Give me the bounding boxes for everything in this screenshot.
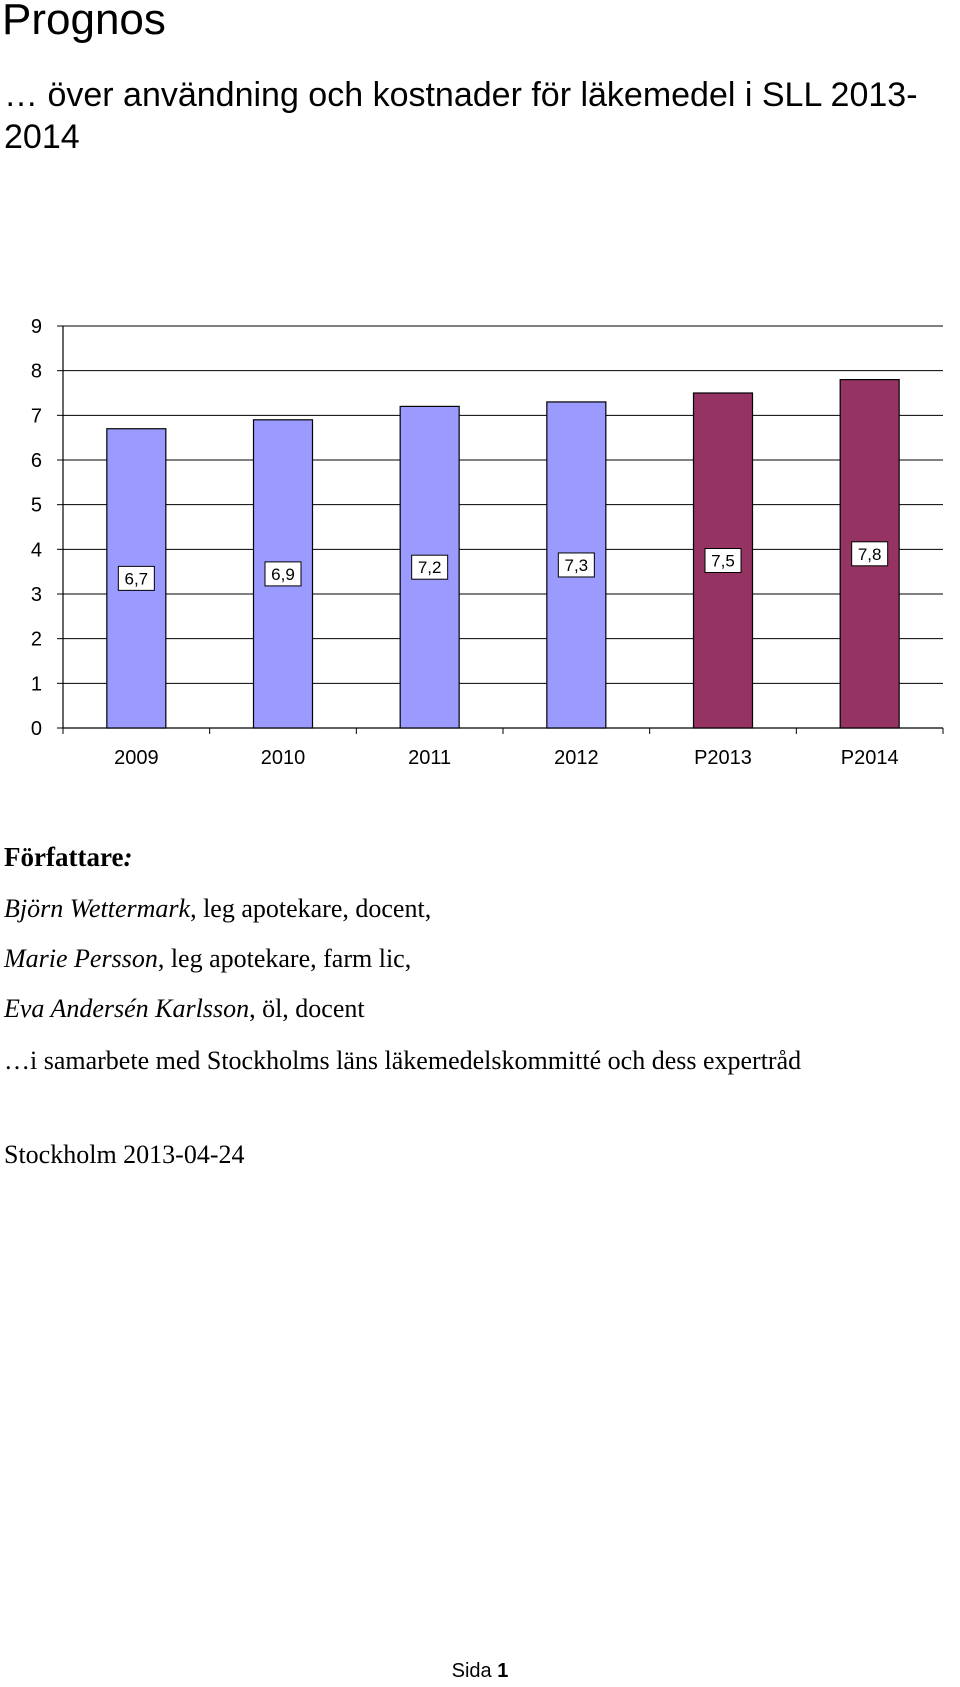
data-label: 7,8 [858,545,882,564]
place-date: Stockholm 2013-04-24 [4,1140,245,1169]
authors-heading-colon: : [123,842,133,872]
data-label: 7,3 [565,556,589,575]
authors-heading: Författare: [4,842,132,873]
data-label-box [704,548,742,573]
author-name: Björn Wettermark [4,894,191,923]
author-line: Marie Persson, leg apotekare, farm lic, [4,944,411,974]
data-label-box [117,565,155,591]
data-label: 6,7 [125,569,149,588]
collaboration-line: …i samarbete med Stockholms läns läkemed… [4,1046,802,1075]
data-label-box [264,561,302,587]
page-label: Sida [451,1660,492,1682]
y-tick-label: 9 [31,316,42,338]
x-tick-label: 2011 [408,747,451,769]
y-tick-label: 7 [31,405,42,427]
page-number: 1 [497,1660,509,1682]
y-tick-label: 3 [31,584,42,606]
y-tick-label: 4 [31,539,42,561]
bar-chart: 0 1 2 3 4 5 6 7 8 9 6,7 2009 6,9 2010 7,2 2011 7,3 2012 7,… [31,316,944,769]
data-label: 7,2 [418,558,442,577]
x-tick-label: 2012 [554,747,599,769]
page-title: Prognos [2,0,166,44]
author-name: Marie Persson [4,944,158,973]
y-tick-label: 1 [31,673,42,695]
subtitle: … över användning och kostnader för läke… [4,76,918,156]
y-tick-label: 0 [31,718,42,740]
author-line: Eva Andersén Karlsson, öl, docent [4,994,365,1024]
authors-heading-text: Författare [4,842,124,872]
data-label: 7,5 [711,552,735,571]
y-tick-label: 5 [31,495,42,517]
x-tick-label: 2010 [261,747,306,769]
data-label-box [557,552,595,578]
author-title: , leg apotekare, docent, [190,894,432,923]
y-tick-label: 6 [31,450,42,472]
data-label-box [851,541,889,567]
x-tick-label: 2009 [114,747,159,769]
author-line: Björn Wettermark, leg apotekare, docent, [4,894,431,924]
y-tick-label: 2 [31,629,42,651]
author-name: Eva Andersén Karlsson [4,994,250,1023]
data-label-box [411,554,449,580]
author-title: , öl, docent [249,994,365,1023]
data-label: 6,9 [271,565,295,584]
x-tick-label: P2013 [694,747,752,769]
y-tick-label: 8 [31,361,42,383]
x-tick-label: P2014 [841,747,899,769]
page-footer: Sida 1 [0,1660,960,1683]
author-title: , leg apotekare, farm lic, [157,944,412,973]
